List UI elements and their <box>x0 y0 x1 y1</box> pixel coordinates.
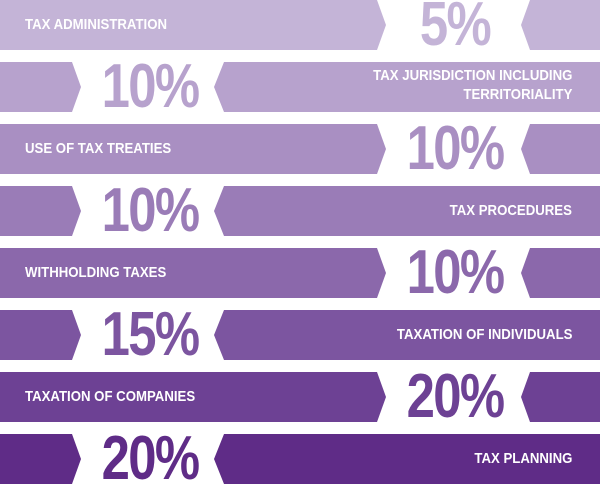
topic-row: 10% WITHHOLDING TAXES <box>0 242 600 304</box>
topic-label: TAX PROCEDURES <box>450 201 572 220</box>
percent-value: 10% <box>406 114 505 183</box>
percent-value: 20% <box>101 424 200 493</box>
topic-label-line: TAX JURISDICTION INCLUDING <box>372 67 572 84</box>
topic-label-line: TAX PROCEDURES <box>449 202 572 219</box>
band-right <box>521 124 600 174</box>
band-right <box>521 0 600 50</box>
band-right <box>214 186 600 236</box>
band-right <box>214 434 600 484</box>
band-left <box>0 124 386 174</box>
topic-label: TAX JURISDICTION INCLUDING TERRITORIALITY <box>373 66 572 104</box>
band-right <box>521 372 600 422</box>
topic-label-line: USE OF TAX TREATIES <box>25 140 172 157</box>
topic-row: 10% TAX PROCEDURES <box>0 180 600 242</box>
topic-row: 20% TAX PLANNING <box>0 428 600 490</box>
topic-label: TAX ADMINISTRATION <box>25 15 167 34</box>
percent-value: 20% <box>406 362 505 431</box>
topic-label: WITHHOLDING TAXES <box>25 263 166 282</box>
topic-label: TAX PLANNING <box>474 449 572 468</box>
band-left <box>0 310 81 360</box>
band-right <box>214 310 600 360</box>
topic-label-line: TERRITORIALITY <box>462 86 572 103</box>
band-right <box>521 248 600 298</box>
percent-value: 10% <box>406 238 505 307</box>
topic-label: TAXATION OF INDIVIDUALS <box>396 325 572 344</box>
band-left <box>0 372 386 422</box>
band-left <box>0 62 81 112</box>
percent-value: 15% <box>101 300 200 369</box>
band-left <box>0 0 386 50</box>
topic-row: 20% TAXATION OF COMPANIES <box>0 366 600 428</box>
topic-label-line: TAXATION OF INDIVIDUALS <box>396 326 572 343</box>
topic-row: 5% TAX ADMINISTRATION <box>0 0 600 56</box>
band-left <box>0 434 81 484</box>
topic-label-line: TAX PLANNING <box>473 450 572 467</box>
topic-label-line: WITHHOLDING TAXES <box>25 264 167 281</box>
band-right <box>214 62 600 112</box>
topic-label-line: TAXATION OF COMPANIES <box>25 388 196 405</box>
band-left <box>0 186 81 236</box>
topic-label: USE OF TAX TREATIES <box>25 139 171 158</box>
percent-value: 10% <box>101 52 200 121</box>
percent-value: 10% <box>101 176 200 245</box>
topic-label: TAXATION OF COMPANIES <box>25 387 195 406</box>
topic-row: 15% TAXATION OF INDIVIDUALS <box>0 304 600 366</box>
percent-value: 5% <box>419 0 492 59</box>
band-left <box>0 248 386 298</box>
topic-label-line: TAX ADMINISTRATION <box>25 16 168 33</box>
topic-row: 10% TAX JURISDICTION INCLUDING TERRITORIAL… <box>0 56 600 118</box>
topic-row: 10% USE OF TAX TREATIES <box>0 118 600 180</box>
